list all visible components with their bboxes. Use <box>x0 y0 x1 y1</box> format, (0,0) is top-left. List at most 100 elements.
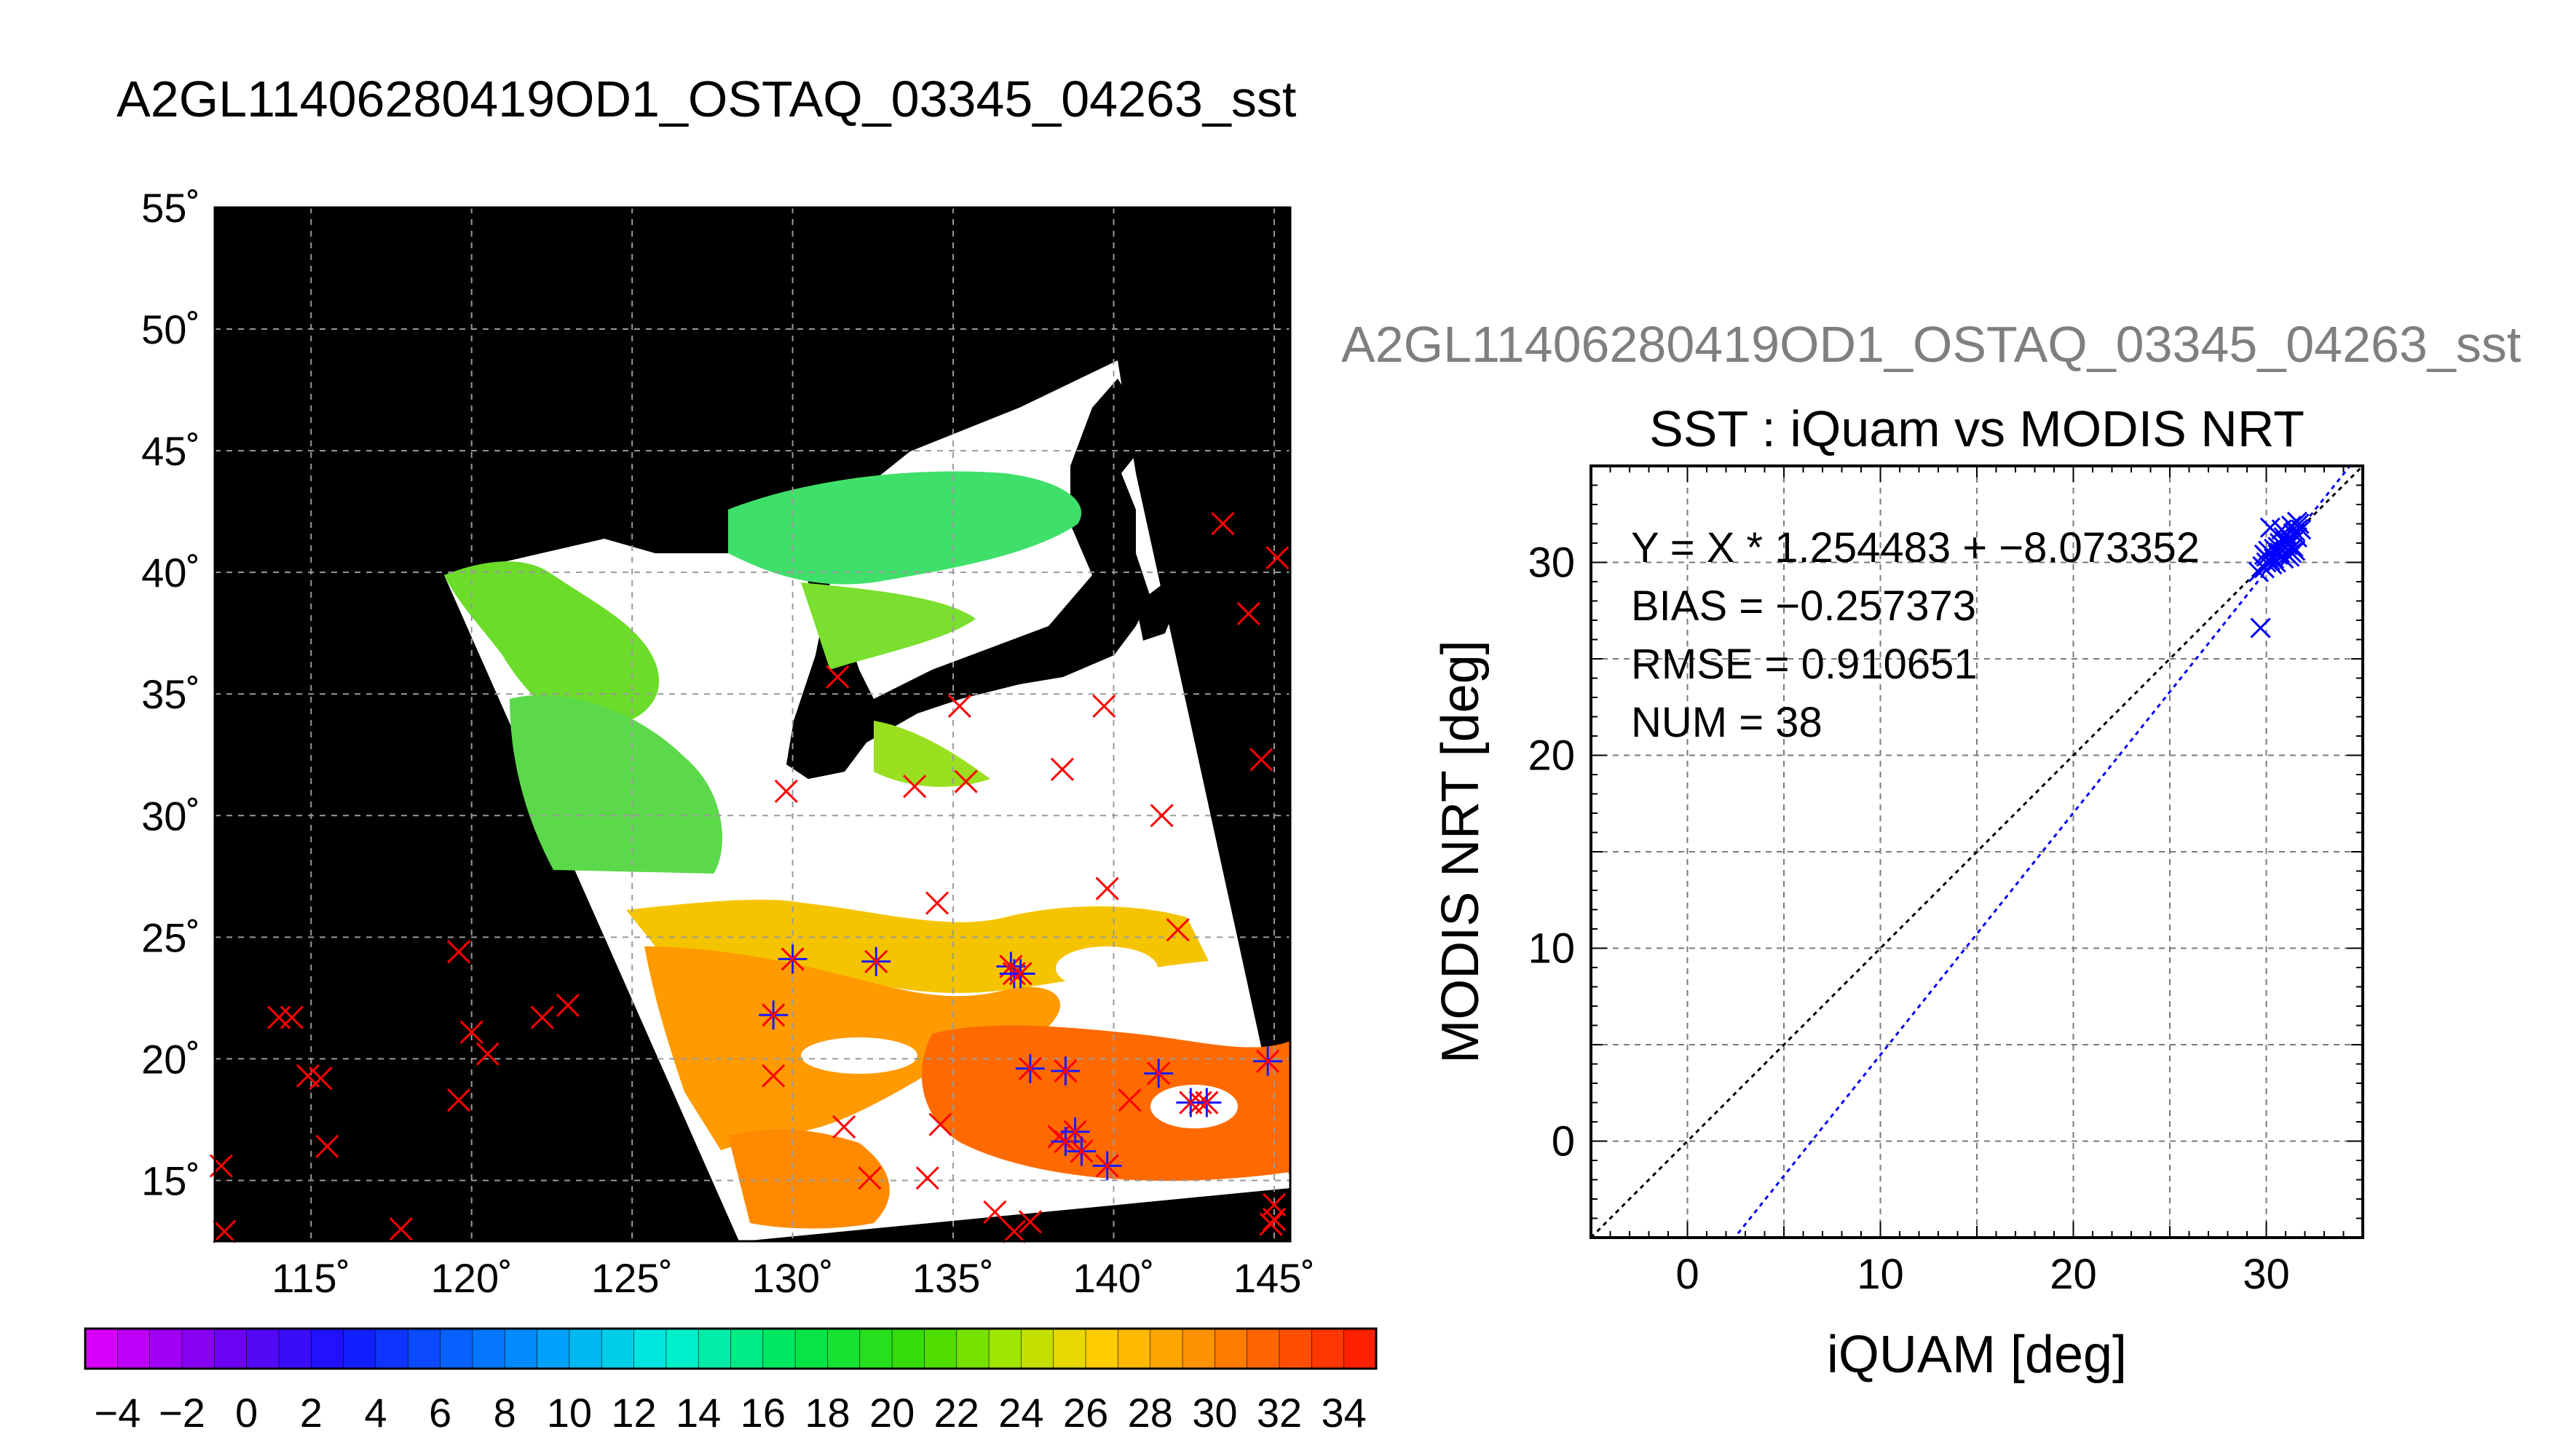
sst-patch-yellow-sea <box>444 561 660 728</box>
map-red-x-marker <box>530 1005 554 1029</box>
colorbar-swatch <box>666 1328 699 1369</box>
map-blue-star-marker <box>1051 1056 1081 1086</box>
colorbar-swatch <box>181 1328 216 1369</box>
map-blue-star-marker <box>1253 1046 1283 1076</box>
map-red-x-marker <box>315 1134 339 1158</box>
map-lon-tick-label: 120˚ <box>431 1255 513 1301</box>
scatter-y-tick-label: 30 <box>1528 539 1575 587</box>
map-red-x-marker <box>915 1166 939 1190</box>
map-red-x-marker <box>447 1088 471 1112</box>
scatter-header-title: A2GL11406280419OD1_OSTAQ_03345_04263_sst <box>1341 316 2521 373</box>
scatter-y-axis-label: MODIS NRT [deg] <box>1431 640 1490 1064</box>
map-red-x-marker <box>1236 601 1260 626</box>
colorbar-tick-label: 32 <box>1257 1390 1302 1436</box>
scatter-point <box>2259 517 2280 538</box>
map-lat-tick-label: 40˚ <box>141 550 200 596</box>
colorbar-swatch <box>698 1328 732 1369</box>
map-frame <box>213 206 1292 1243</box>
map-red-x-marker <box>213 1219 237 1243</box>
colorbar-swatch <box>84 1328 119 1369</box>
map-red-x-marker <box>1002 1219 1026 1243</box>
map-red-x-marker <box>447 940 471 964</box>
colorbar-tick-label: 10 <box>547 1390 592 1436</box>
colorbar-swatch <box>730 1328 764 1369</box>
map-red-x-marker <box>1150 804 1174 828</box>
map-red-x-marker <box>389 1217 413 1241</box>
map-blue-star-marker <box>778 944 807 974</box>
colorbar-tick-label: 12 <box>611 1390 656 1436</box>
colorbar-tick-label: 22 <box>934 1390 979 1436</box>
map-red-x-marker <box>475 1042 499 1066</box>
map-red-x-marker <box>762 1064 786 1088</box>
map-blue-star-marker <box>1006 959 1035 989</box>
colorbar-tick-label: 28 <box>1128 1390 1173 1436</box>
scatter-y-tick-label: 20 <box>1528 732 1575 780</box>
map-lat-tick-label: 15˚ <box>141 1158 200 1203</box>
sst-patch-sea-of-japan <box>728 471 1082 585</box>
scatter-x-tick-label: 30 <box>2243 1251 2290 1298</box>
sst-patch-japan-south <box>874 721 990 787</box>
scatter-plot: 0 10 20 30 0 10 20 30 Y = X * 1.254483 + −8.073… <box>1431 464 2364 1384</box>
map-red-x-marker <box>983 1200 1007 1224</box>
map-red-x-marker <box>858 1166 882 1190</box>
map-blue-star-marker <box>861 946 891 976</box>
map-red-x-marker <box>832 1115 856 1139</box>
colorbar-swatch <box>1118 1328 1151 1369</box>
map-lon-tick-label: 115˚ <box>272 1255 350 1301</box>
colorbar-tick-label: −2 <box>159 1390 205 1436</box>
colorbar-swatch <box>762 1328 796 1369</box>
colorbar-swatch <box>924 1328 957 1369</box>
colorbar-swatch <box>117 1328 151 1369</box>
map-latitude-labels: 15˚ 20˚ 25˚ 30˚ 35˚ 40˚ 45˚ 50˚ 55˚ <box>141 185 200 1203</box>
sst-patch-south-orange <box>728 1129 890 1229</box>
map-lon-tick-label: 130˚ <box>752 1255 834 1301</box>
colorbar-swatch <box>569 1328 603 1369</box>
colorbar-swatch <box>213 1328 248 1369</box>
map-lon-tick-label: 135˚ <box>912 1255 994 1301</box>
scatter-x-tick-label: 10 <box>1857 1251 1904 1298</box>
colorbar-tick-label: 0 <box>235 1390 258 1436</box>
colorbar-swatch <box>633 1328 667 1369</box>
map-red-x-marker <box>1166 918 1190 942</box>
colorbar-swatch <box>891 1328 925 1369</box>
land-mass-japan-korea <box>772 379 1150 779</box>
map-red-x-marker <box>1259 1212 1283 1236</box>
map-lat-tick-label: 55˚ <box>141 185 200 231</box>
scatter-ticks: 0 10 20 30 0 10 20 30 <box>1528 465 2364 1298</box>
sst-map: 15˚ 20˚ 25˚ 30˚ 35˚ 40˚ 45˚ 50˚ 55˚ 115˚ 120˚ 125˚… <box>141 185 1315 1301</box>
map-red-x-marker <box>947 694 971 719</box>
map-blue-star-marker <box>1192 1088 1222 1117</box>
colorbar-tick-label: 24 <box>998 1390 1043 1436</box>
scatter-title: SST : iQuam vs MODIS NRT <box>1649 400 2305 457</box>
sst-band-32c <box>921 1025 1290 1181</box>
scatter-point <box>2254 544 2275 565</box>
colorbar-tick-label: 6 <box>429 1390 451 1436</box>
map-red-x-marker <box>1018 1210 1042 1234</box>
colorbar-swatch <box>472 1328 506 1369</box>
colorbar-swatch <box>278 1328 312 1369</box>
map-red-x-marker <box>267 1005 291 1029</box>
map-lat-tick-label: 45˚ <box>141 428 200 474</box>
map-red-x-marker <box>1262 1207 1287 1231</box>
map-gridlines <box>215 207 1290 1241</box>
colorbar-tick-label: 2 <box>300 1390 323 1436</box>
map-lat-tick-label: 50˚ <box>141 306 200 352</box>
colorbar-swatch <box>407 1328 441 1369</box>
map-lat-tick-label: 35˚ <box>141 671 200 717</box>
map-red-x-marker <box>903 775 927 799</box>
colorbar-tick-label: 8 <box>494 1390 516 1436</box>
map-lon-tick-label: 125˚ <box>591 1255 673 1301</box>
colorbar-swatch <box>1279 1328 1313 1369</box>
colorbar-swatch <box>1182 1328 1216 1369</box>
colorbar-tick-label: −4 <box>94 1390 141 1436</box>
colorbar-tick-label: 20 <box>869 1390 915 1436</box>
colorbar-frame <box>84 1327 1378 1370</box>
scatter-y-tick-label: 10 <box>1528 925 1575 973</box>
colorbar-swatch <box>504 1328 538 1369</box>
map-blue-star-marker <box>1067 1136 1097 1166</box>
map-blue-star-marker <box>1015 1053 1045 1083</box>
colorbar-swatch <box>1215 1328 1248 1369</box>
scatter-stat-annotation: Y = X * 1.254483 + −8.073352 <box>1631 524 2200 571</box>
colorbar-tick-label: 18 <box>805 1390 850 1436</box>
colorbar-swatch <box>1053 1328 1086 1369</box>
